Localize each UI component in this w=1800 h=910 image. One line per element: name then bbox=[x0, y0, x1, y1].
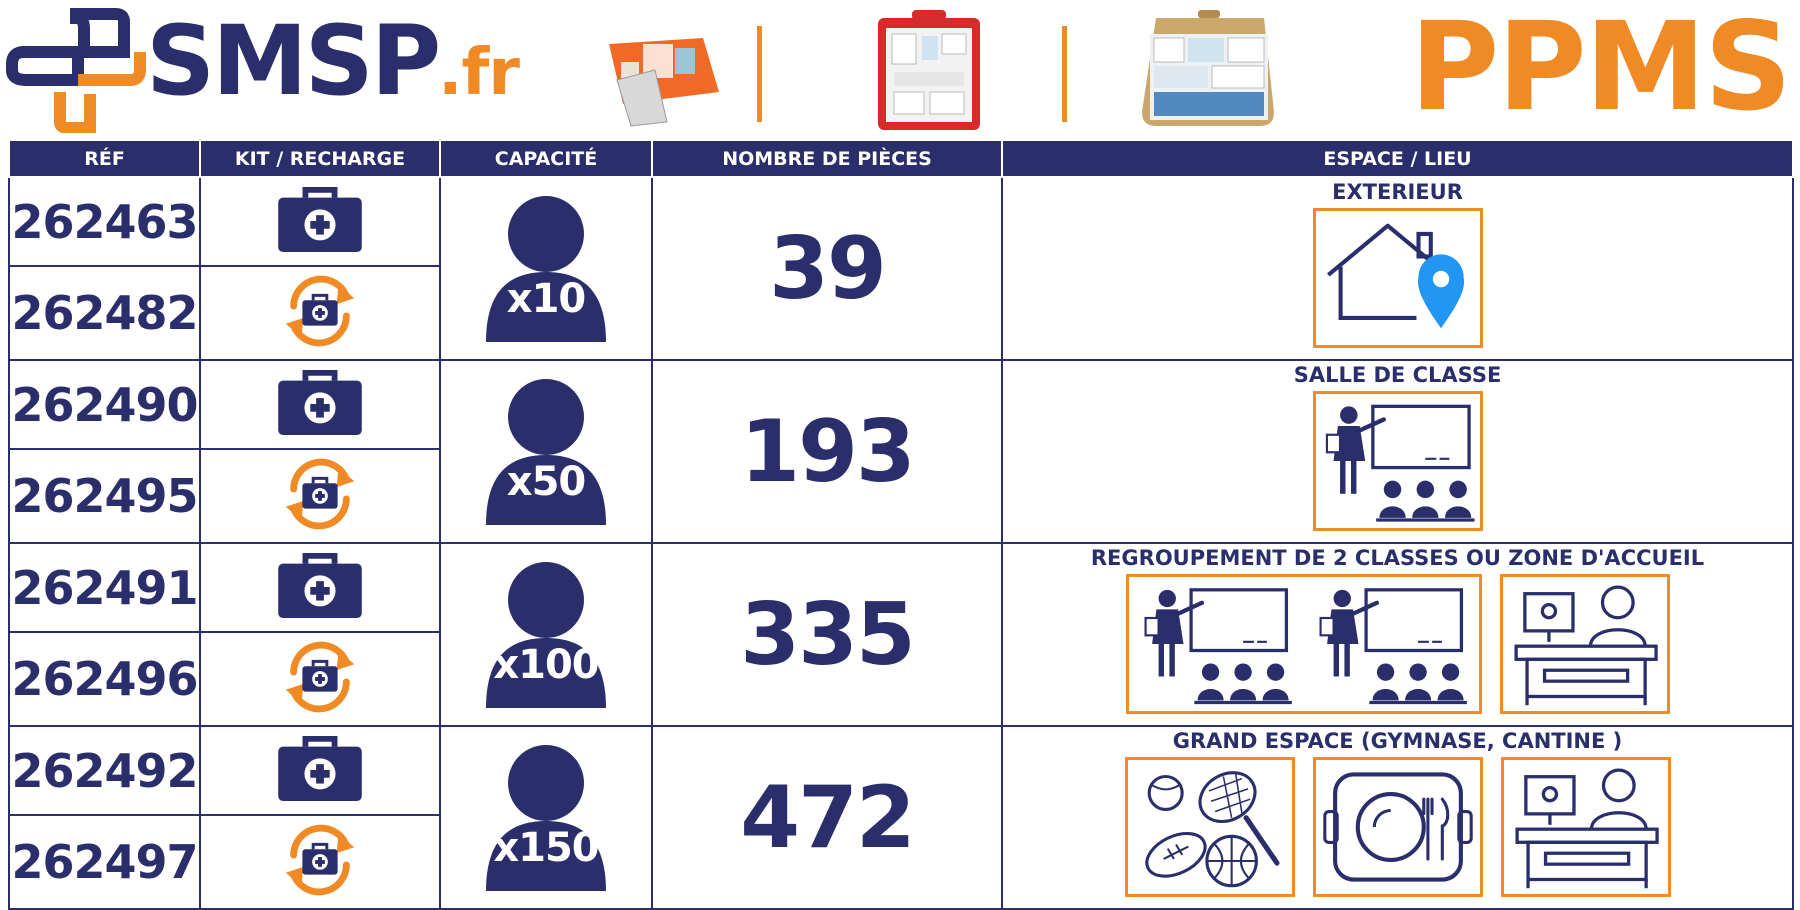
reception-desk-icon bbox=[1499, 574, 1670, 714]
ref-recharge: 262495 bbox=[11, 469, 198, 523]
table-row: 262490 x50 193 SALLE DE CLASSE bbox=[8, 359, 1794, 544]
table-row: 262491 x100 335 REGROUPEMENT DE 2 CLASSE… bbox=[8, 542, 1794, 727]
table-row: 262497 bbox=[8, 814, 1793, 910]
capacity-label: x100 bbox=[493, 641, 599, 688]
table-row: 262463 x10 39 EXTERIEUR bbox=[8, 176, 1794, 361]
header-kit-recharge: KIT / RECHARGE bbox=[199, 141, 441, 178]
canteen-tray-icon bbox=[1312, 757, 1483, 897]
orange-first-aid-bag-image bbox=[609, 38, 719, 127]
capacity-person-icon: x10 bbox=[481, 194, 611, 344]
capacity-person-icon: x100 bbox=[481, 560, 611, 710]
refill-kit-icon bbox=[276, 267, 364, 355]
first-aid-kit-icon bbox=[276, 552, 364, 620]
table-row: 262496 bbox=[8, 631, 1793, 727]
header-ref: RÉF bbox=[8, 141, 201, 178]
header-capacite: CAPACITÉ bbox=[439, 141, 653, 178]
pieces-count: 193 bbox=[740, 401, 916, 502]
reception-desk-icon bbox=[1500, 757, 1671, 897]
first-aid-kit-icon bbox=[276, 186, 364, 254]
capacity-person-icon: x150 bbox=[481, 743, 611, 893]
smsp-cross-logo-icon bbox=[6, 8, 146, 133]
sports-balls-icon bbox=[1124, 757, 1295, 897]
table-row: 262482 bbox=[8, 265, 1793, 361]
ref-recharge: 262482 bbox=[11, 286, 198, 340]
ref-kit: 262463 bbox=[11, 194, 198, 249]
ref-kit: 262491 bbox=[11, 560, 198, 615]
capacity-label: x150 bbox=[493, 824, 599, 871]
ref-kit: 262492 bbox=[11, 743, 198, 798]
house-location-icon bbox=[1312, 208, 1483, 348]
cardboard-first-aid-box-image bbox=[1142, 10, 1274, 126]
classroom-icon bbox=[1312, 391, 1483, 531]
first-aid-kit-icon bbox=[276, 735, 364, 803]
capacity-label: x10 bbox=[506, 275, 586, 322]
refill-kit-icon bbox=[276, 633, 364, 721]
kits-table: RÉF KIT / RECHARGE CAPACITÉ NOMBRE DE PI… bbox=[8, 141, 1794, 910]
ref-recharge: 262496 bbox=[11, 652, 198, 706]
separator bbox=[757, 26, 762, 122]
ref-recharge: 262497 bbox=[11, 835, 198, 889]
table-header-row: RÉF KIT / RECHARGE CAPACITÉ NOMBRE DE PI… bbox=[8, 141, 1794, 178]
classroom-icon bbox=[1134, 579, 1298, 709]
pieces-count: 472 bbox=[740, 767, 916, 868]
two-classrooms-icon bbox=[1125, 574, 1482, 714]
lieu-title: EXTERIEUR bbox=[1332, 180, 1463, 204]
ref-kit: 262490 bbox=[11, 377, 198, 432]
smsp-logo-text: SMSP.fr bbox=[146, 5, 520, 117]
classroom-icon bbox=[1309, 579, 1473, 709]
refill-kit-icon bbox=[276, 816, 364, 904]
table-row: 262495 bbox=[8, 448, 1793, 544]
refill-kit-icon bbox=[276, 450, 364, 538]
separator bbox=[1062, 26, 1067, 122]
pieces-count: 39 bbox=[769, 218, 887, 319]
first-aid-kit-icon bbox=[276, 369, 364, 437]
capacity-label: x50 bbox=[506, 458, 586, 505]
pieces-count: 335 bbox=[740, 584, 916, 685]
header: SMSP.fr PPMS bbox=[0, 0, 1800, 140]
ppms-title: PPMS bbox=[1409, 0, 1792, 138]
capacity-person-icon: x50 bbox=[481, 377, 611, 527]
header-espace-lieu: ESPACE / LIEU bbox=[1001, 141, 1794, 178]
lieu-title: GRAND ESPACE (GYMNASE, CANTINE ) bbox=[1172, 729, 1623, 753]
lieu-title: REGROUPEMENT DE 2 CLASSES OU ZONE D'ACCU… bbox=[1090, 546, 1705, 570]
header-nombre-pieces: NOMBRE DE PIÈCES bbox=[651, 141, 1003, 178]
lieu-title: SALLE DE CLASSE bbox=[1293, 363, 1502, 387]
red-first-aid-case-image bbox=[878, 10, 980, 130]
table-row: 262492 x150 472 GRAND ESPACE (GYMNASE, C… bbox=[8, 725, 1794, 910]
